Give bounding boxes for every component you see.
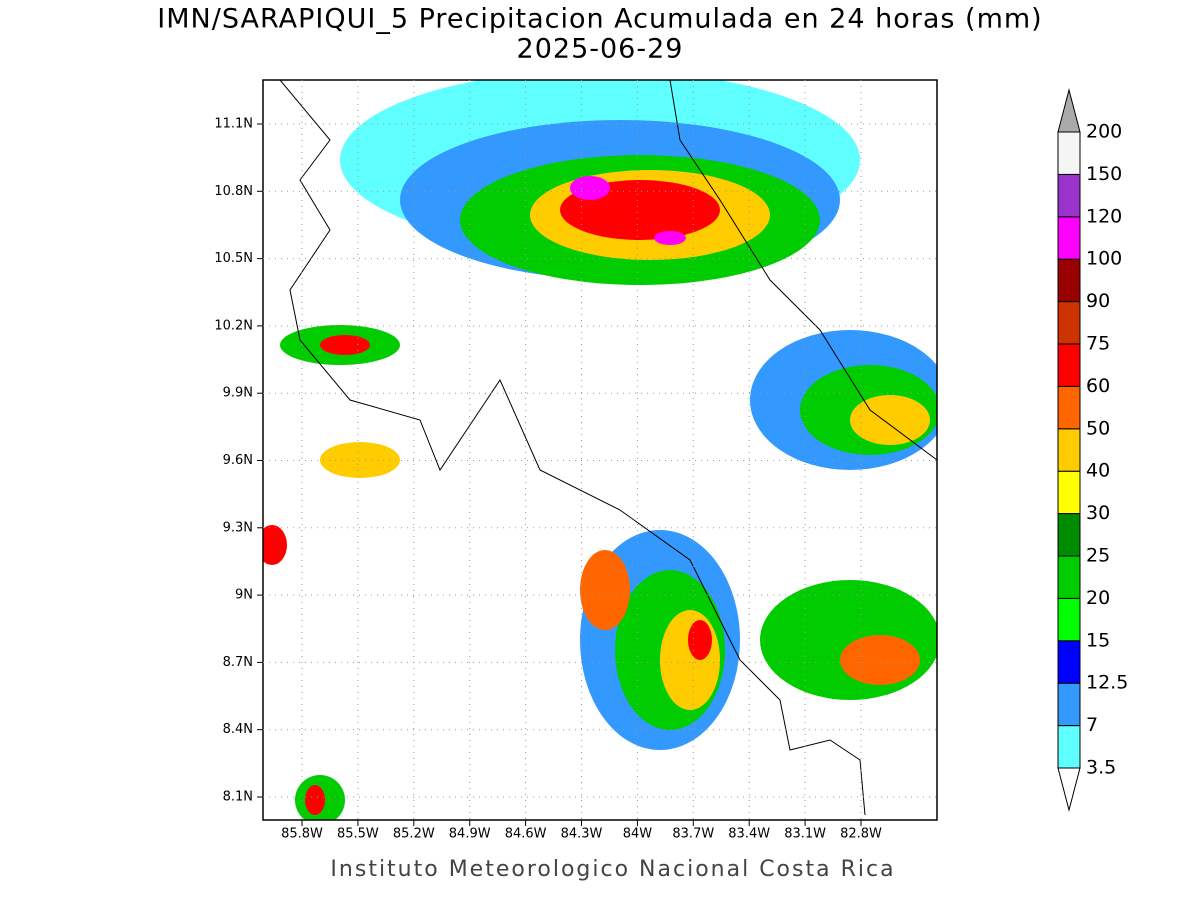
- colorbar-box: [1057, 725, 1081, 769]
- lon-label: 84.6W: [505, 827, 547, 842]
- colorbar-label: 15: [1086, 629, 1110, 651]
- colorbar-label: 120: [1086, 205, 1122, 227]
- lon-label: 83.1W: [784, 827, 826, 842]
- lon-label: 84.3W: [561, 827, 603, 842]
- lat-label: 9.9N: [223, 386, 253, 401]
- colorbar-label: 3.5: [1086, 757, 1116, 779]
- title: IMN/SARAPIQUI_5 Precipitacion Acumulada …: [157, 4, 1042, 35]
- precip-field: [263, 80, 937, 820]
- colorbar-label: 75: [1086, 333, 1110, 355]
- colorbar-box: [1057, 597, 1081, 642]
- lon-label: 82.8W: [840, 827, 882, 842]
- lat-label: 10.5N: [214, 251, 253, 266]
- colorbar-box: [1057, 173, 1081, 218]
- lon-label: 83.4W: [728, 827, 770, 842]
- colorbar-label: 60: [1086, 375, 1110, 397]
- lon-label: 84.9W: [449, 827, 491, 842]
- colorbar-box: [1057, 640, 1081, 684]
- colorbar-over: [1057, 88, 1081, 133]
- colorbar-box: [1057, 470, 1081, 515]
- lat-label: 9.3N: [223, 520, 253, 535]
- lon-label: 85.8W: [281, 827, 323, 842]
- colorbar-label: 90: [1086, 290, 1110, 312]
- map-frame: [262, 79, 938, 821]
- colorbar-box: [1057, 301, 1081, 345]
- colorbar-label: 100: [1086, 248, 1122, 270]
- colorbar-box: [1057, 216, 1081, 260]
- colorbar-box: [1057, 555, 1081, 599]
- colorbar-box: [1057, 513, 1081, 557]
- colorbar-box: [1057, 682, 1081, 727]
- colorbar-box: [1057, 385, 1081, 430]
- colorbar-label: 200: [1086, 121, 1122, 143]
- colorbar-box: [1057, 131, 1081, 175]
- lat-label: 9.6N: [223, 453, 253, 468]
- footer: Instituto Meteorologico Nacional Costa R…: [330, 857, 895, 882]
- colorbar-box: [1057, 258, 1081, 303]
- lat-label: 8.1N: [223, 790, 253, 805]
- lat-label: 8.4N: [223, 722, 253, 737]
- lat-label: 9N: [235, 588, 253, 603]
- colorbar-label: 12.5: [1086, 672, 1128, 694]
- colorbar-label: 20: [1086, 587, 1110, 609]
- lon-label: 85.5W: [337, 827, 379, 842]
- lat-label: 8.7N: [223, 655, 253, 670]
- colorbar-label: 40: [1086, 460, 1110, 482]
- colorbar-box: [1057, 428, 1081, 472]
- colorbar-box: [1057, 343, 1081, 387]
- colorbar-label: 7: [1086, 714, 1098, 736]
- subtitle: 2025-06-29: [517, 34, 684, 65]
- colorbar-label: 150: [1086, 163, 1122, 185]
- lat-label: 11.1N: [214, 117, 253, 132]
- colorbar-under: [1057, 767, 1081, 812]
- lat-label: 10.2N: [214, 318, 253, 333]
- colorbar-label: 50: [1086, 417, 1110, 439]
- lat-label: 10.8N: [214, 184, 253, 199]
- lon-label: 84W: [623, 827, 653, 842]
- colorbar-label: 30: [1086, 502, 1110, 524]
- colorbar-label: 25: [1086, 545, 1110, 567]
- lon-label: 85.2W: [393, 827, 435, 842]
- lon-label: 83.7W: [672, 827, 714, 842]
